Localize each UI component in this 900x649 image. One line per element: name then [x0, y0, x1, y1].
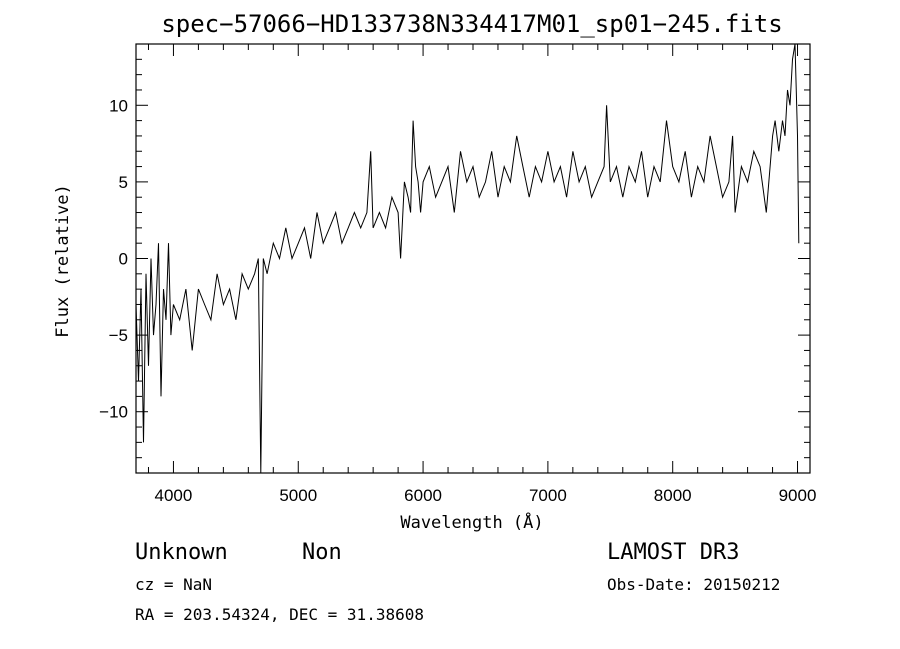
y-tick-label: 5 — [119, 173, 128, 192]
x-tick-label: 9000 — [779, 486, 817, 505]
object-class: Unknown — [135, 540, 228, 565]
x-tick-label: 8000 — [654, 486, 692, 505]
x-tick-label: 6000 — [404, 486, 442, 505]
x-tick-label: 7000 — [529, 486, 567, 505]
object-subclass: Non — [302, 540, 342, 565]
redshift-cz: cz = NaN — [135, 575, 212, 594]
spectrum-line — [135, 43, 800, 474]
x-tick-label: 5000 — [279, 486, 317, 505]
survey-name: LAMOST DR3 — [607, 540, 739, 565]
y-tick-label: 0 — [119, 250, 128, 269]
y-tick-label: −10 — [99, 403, 128, 422]
axis-ticks — [136, 44, 810, 473]
tick-labels: 4000 5000 6000 7000 8000 9000 −10 −5 0 5 10 — [99, 96, 816, 505]
plot-area: 4000 5000 6000 7000 8000 9000 −10 −5 0 5 10 — [99, 43, 816, 505]
y-tick-label: 10 — [109, 96, 128, 115]
coordinates: RA = 203.54324, DEC = 31.38608 — [135, 605, 424, 624]
y-axis-label: Flux (relative) — [53, 184, 73, 338]
x-tick-label: 4000 — [155, 486, 193, 505]
chart-title: spec−57066−HD133738N334417M01_sp01−245.f… — [161, 10, 782, 38]
x-axis-label: Wavelength (Å) — [400, 511, 543, 533]
plot-frame — [135, 43, 811, 474]
obs-date: Obs-Date: 20150212 — [607, 575, 780, 594]
y-tick-label: −5 — [109, 326, 128, 345]
